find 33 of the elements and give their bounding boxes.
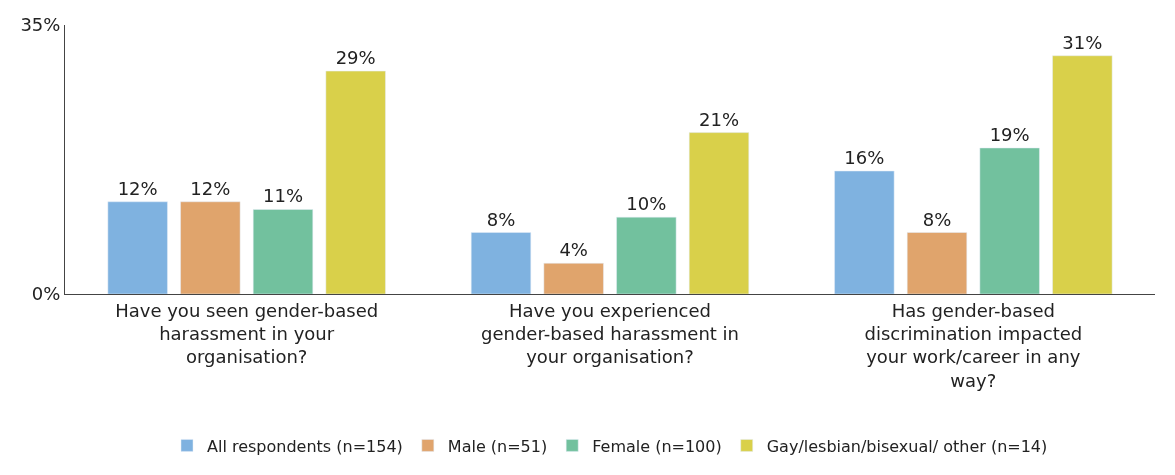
bar xyxy=(180,201,241,294)
data-label: 10% xyxy=(626,193,667,215)
data-label: 11% xyxy=(262,185,304,207)
bar xyxy=(616,216,677,294)
y-tick-label: 35% xyxy=(20,14,61,36)
data-label: 4% xyxy=(559,239,588,261)
bar xyxy=(543,263,604,294)
bar xyxy=(834,170,895,294)
legend-label: Male (n=51) xyxy=(447,436,548,456)
data-label: 29% xyxy=(335,47,376,69)
data-label: 21% xyxy=(698,108,740,130)
data-label: 8% xyxy=(922,208,952,230)
bar xyxy=(470,232,532,294)
bar xyxy=(252,209,314,294)
bar xyxy=(906,232,968,294)
x-tick-label: Has gender-based discrimination impacted your work/career in any way? xyxy=(864,299,1083,391)
y-tick-label: 0% xyxy=(31,283,61,305)
data-label: 8% xyxy=(486,208,516,230)
data-label: 31% xyxy=(1062,31,1103,53)
x-tick-label: Have you experienced gender-based harassment in your organisation? xyxy=(480,299,740,368)
bar xyxy=(688,132,750,294)
bar xyxy=(325,70,386,294)
bar xyxy=(979,147,1040,294)
bar xyxy=(1052,55,1113,294)
legend-label: Female (n=100) xyxy=(592,436,722,456)
bar xyxy=(107,201,168,294)
legend-label: Gay/lesbian/bisexual/ other (n=14) xyxy=(766,436,1048,456)
x-tick-label: Have you seen gender-based harassment in your organisation? xyxy=(115,299,379,368)
data-label: 19% xyxy=(989,123,1030,145)
data-label: 12% xyxy=(117,177,158,199)
legend-label: All respondents (n=154) xyxy=(207,436,403,456)
data-label: 12% xyxy=(190,177,231,199)
data-label: 16% xyxy=(844,147,885,169)
